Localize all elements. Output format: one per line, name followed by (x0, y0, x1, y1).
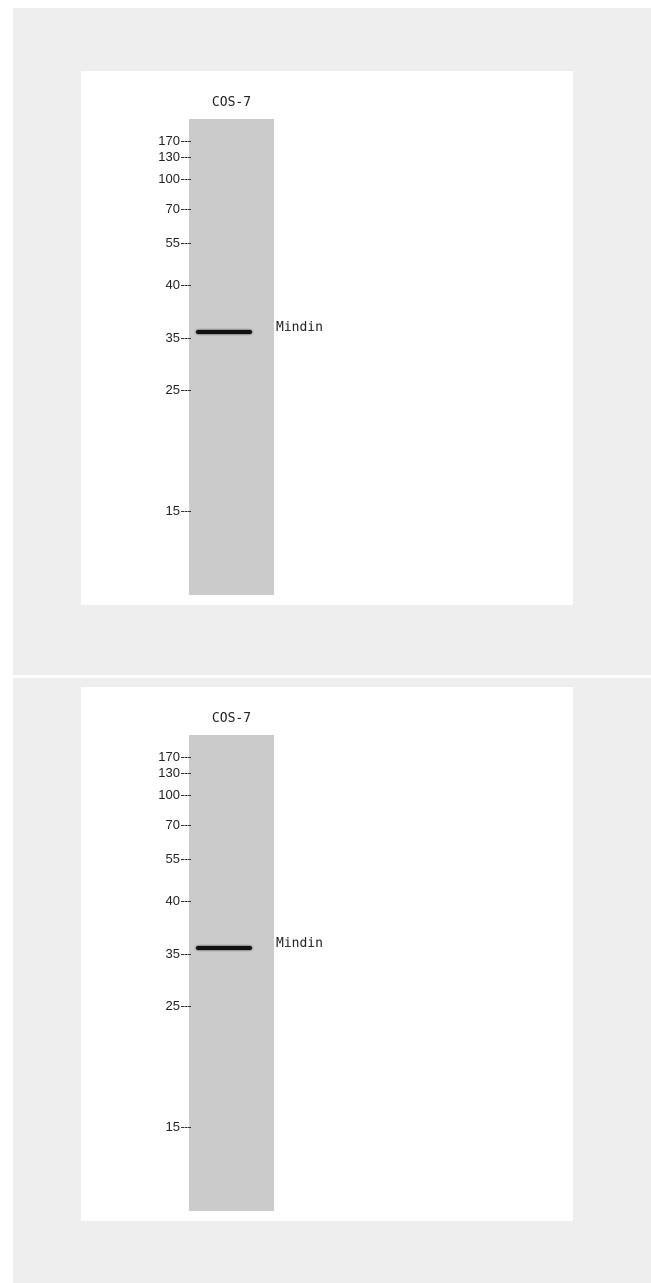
marker-label: 40 (166, 894, 191, 908)
lane (189, 735, 274, 1211)
marker-label: 130 (158, 150, 191, 164)
marker-label: 100 (158, 788, 191, 802)
panel: COS-7 170 130 100 70 55 40 35 25 15 Mindin (13, 8, 651, 675)
marker-label: 170 (158, 750, 191, 764)
marker-label: 170 (158, 134, 191, 148)
band-label: Mindin (276, 936, 323, 951)
marker-label: 55 (166, 852, 191, 866)
band (196, 330, 252, 334)
marker-label: 70 (166, 818, 191, 832)
marker-label: 15 (166, 504, 191, 518)
band-label: Mindin (276, 320, 323, 335)
band (196, 946, 252, 950)
lane (189, 119, 274, 595)
marker-label: 70 (166, 202, 191, 216)
panel: COS-7 170 130 100 70 55 40 35 25 15 Mindin (13, 678, 651, 1283)
marker-label: 15 (166, 1120, 191, 1134)
blot-image: COS-7 170 130 100 70 55 40 35 25 15 Mindin (81, 71, 573, 605)
page: COS-7 170 130 100 70 55 40 35 25 15 Mindin COS-7 170… (0, 0, 651, 1283)
marker-label: 40 (166, 278, 191, 292)
marker-label: 130 (158, 766, 191, 780)
marker-label: 35 (166, 947, 191, 961)
blot-image: COS-7 170 130 100 70 55 40 35 25 15 Mindin (81, 687, 573, 1221)
lane-label: COS-7 (189, 711, 274, 726)
marker-label: 25 (166, 999, 191, 1013)
marker-label: 25 (166, 383, 191, 397)
marker-label: 55 (166, 236, 191, 250)
marker-label: 35 (166, 331, 191, 345)
lane-label: COS-7 (189, 95, 274, 110)
marker-label: 100 (158, 172, 191, 186)
